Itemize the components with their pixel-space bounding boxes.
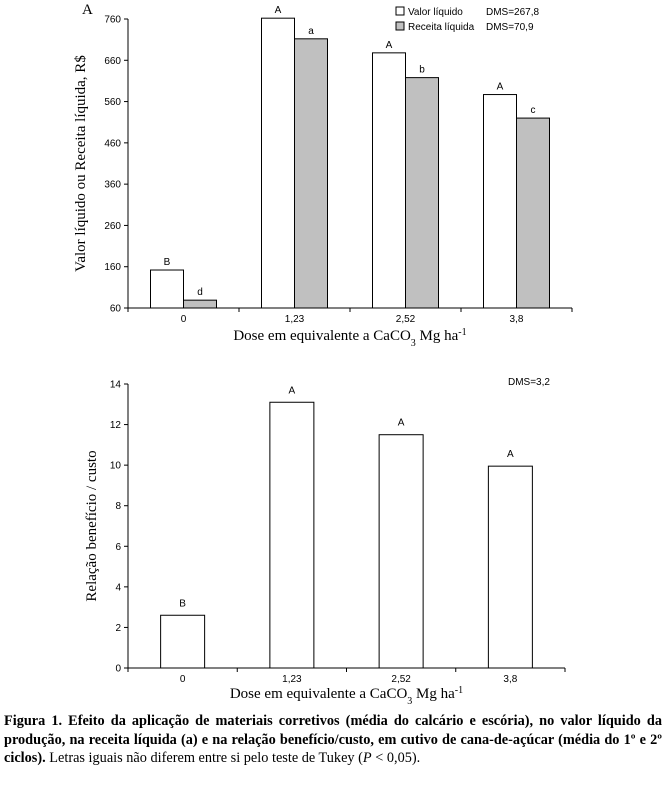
bar-valor <box>483 94 517 309</box>
bar-receita <box>294 38 328 309</box>
x-tick-label: 2,52 <box>396 314 416 325</box>
bar-valor <box>261 17 295 309</box>
bar-letter: A <box>289 385 296 396</box>
y-tick-label: 160 <box>104 262 121 273</box>
bar-letter: A <box>275 5 282 16</box>
caption-end: < 0,05). <box>371 750 421 766</box>
y-tick-label: 4 <box>115 582 121 593</box>
chart-b: 0 2 4 6 8 10 12 14 0 1,23 2,52 3,8 B A A A DMS=3,2 Relaçã… <box>84 377 566 707</box>
x-tick-label: 0 <box>180 674 186 685</box>
y-axis-title: Relação benefício / custo <box>84 450 100 601</box>
bar-receita <box>183 299 217 309</box>
legend-swatch <box>395 6 405 16</box>
y-tick-label: 6 <box>115 542 121 553</box>
figure-caption: Figura 1. Efeito da aplicação de materia… <box>4 712 662 768</box>
y-tick-label: 12 <box>110 420 122 431</box>
legend-dms: DMS=267,8 <box>486 7 540 18</box>
x-tick-label: 1,23 <box>285 314 305 325</box>
x-tick-label: 2,52 <box>391 674 411 685</box>
y-tick-label: 2 <box>115 623 121 634</box>
bar-valor <box>372 52 406 309</box>
chart-a: 60 160 260 360 460 560 660 760 0 1,23 2,52 3,8 Bd Aa A… <box>73 2 573 349</box>
bar-letter: b <box>419 65 425 76</box>
bar-letter: a <box>308 26 314 37</box>
bar-letter: d <box>197 287 203 298</box>
bar-ratio <box>487 465 533 669</box>
panel-label: A <box>82 2 93 18</box>
y-tick-label: 260 <box>104 221 121 232</box>
bar-ratio <box>269 401 315 669</box>
y-tick-label: 0 <box>115 664 121 675</box>
bar-ratio <box>378 434 424 669</box>
caption-normal: Letras iguais não diferem entre si pelo … <box>45 750 363 766</box>
x-tick-label: 0 <box>181 314 187 325</box>
bar-letter: B <box>179 598 186 609</box>
bar-receita <box>405 77 439 309</box>
y-tick-label: 760 <box>104 15 121 26</box>
y-tick-label: 60 <box>110 304 122 315</box>
y-tick-label: 360 <box>104 180 121 191</box>
x-tick-label: 3,8 <box>503 674 517 685</box>
legend-label: Valor líquido <box>408 7 463 18</box>
bar-letter: A <box>507 449 514 460</box>
y-tick-label: 660 <box>104 56 121 67</box>
x-tick-label: 1,23 <box>282 674 302 685</box>
legend-dms: DMS=70,9 <box>486 22 534 33</box>
dms-label: DMS=3,2 <box>508 377 550 388</box>
y-tick-label: 14 <box>110 380 122 391</box>
bar-valor <box>150 269 184 309</box>
bar-letter: c <box>531 105 536 116</box>
x-axis-title: Dose em equivalente a CaCO3 Mg ha-1 <box>230 685 463 707</box>
legend-swatch <box>395 21 405 31</box>
y-tick-label: 8 <box>115 501 121 512</box>
caption-bold: Figura 1. Efeito da aplicação de materia… <box>4 713 662 766</box>
y-tick-label: 560 <box>104 97 121 108</box>
x-axis-title: Dose em equivalente a CaCO3 Mg ha-1 <box>233 327 466 349</box>
bar-ratio <box>160 614 206 669</box>
bar-letter: A <box>398 418 405 429</box>
bar-receita <box>516 117 550 309</box>
y-tick-label: 10 <box>110 461 122 472</box>
y-tick-label: 460 <box>104 138 121 149</box>
bar-letter: A <box>386 40 393 51</box>
bar-letter: B <box>164 257 171 268</box>
legend-label: Receita líquida <box>408 22 475 33</box>
y-axis-title: Valor líquido ou Receita líquida, R$ <box>73 55 89 272</box>
caption-p: P <box>362 750 372 766</box>
bar-letter: A <box>497 82 504 93</box>
x-tick-label: 3,8 <box>510 314 524 325</box>
